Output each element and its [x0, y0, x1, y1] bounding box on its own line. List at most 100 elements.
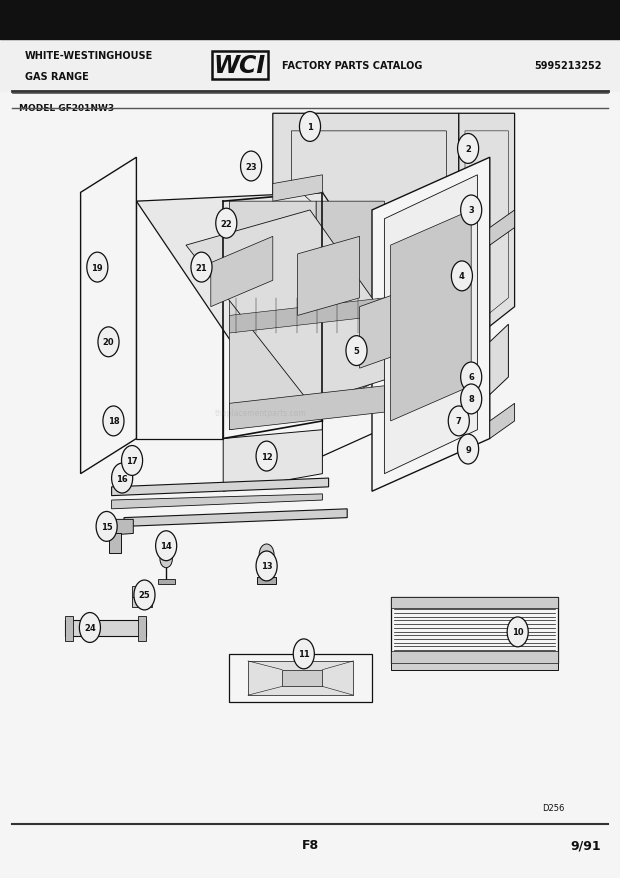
Text: GAS RANGE: GAS RANGE [25, 72, 89, 82]
Text: 18: 18 [108, 417, 119, 426]
Circle shape [241, 152, 262, 182]
Polygon shape [490, 325, 508, 395]
Polygon shape [112, 494, 322, 509]
Polygon shape [132, 587, 136, 597]
Text: 1: 1 [307, 123, 313, 132]
Polygon shape [136, 193, 459, 404]
Text: 21: 21 [196, 263, 207, 272]
Polygon shape [138, 616, 146, 641]
Circle shape [448, 407, 469, 436]
Text: 15: 15 [101, 522, 112, 531]
Text: 24: 24 [84, 623, 95, 632]
Polygon shape [391, 651, 558, 663]
Polygon shape [124, 509, 347, 527]
Text: 20: 20 [103, 338, 114, 347]
Circle shape [451, 262, 472, 291]
Polygon shape [282, 670, 322, 687]
Polygon shape [391, 661, 558, 670]
Polygon shape [148, 587, 152, 597]
Circle shape [461, 196, 482, 226]
Text: 25: 25 [139, 591, 150, 600]
Circle shape [461, 363, 482, 392]
Polygon shape [273, 176, 322, 202]
Polygon shape [490, 404, 515, 439]
Circle shape [160, 551, 172, 568]
Polygon shape [360, 290, 409, 369]
Polygon shape [158, 579, 175, 584]
Text: 6: 6 [468, 373, 474, 382]
Circle shape [259, 544, 274, 565]
Circle shape [293, 639, 314, 669]
Polygon shape [229, 654, 372, 702]
Circle shape [458, 435, 479, 464]
Text: F8: F8 [301, 838, 319, 851]
Polygon shape [65, 621, 146, 637]
Polygon shape [257, 578, 276, 584]
Bar [0, 0, 620, 40]
Circle shape [256, 551, 277, 581]
Circle shape [98, 327, 119, 357]
Polygon shape [391, 597, 558, 608]
Text: theplacementparts.com: theplacementparts.com [215, 408, 306, 417]
Text: 3: 3 [468, 206, 474, 215]
Polygon shape [459, 114, 515, 351]
Circle shape [461, 385, 482, 414]
Polygon shape [136, 202, 223, 439]
Text: 17: 17 [126, 457, 138, 465]
Circle shape [216, 209, 237, 239]
Text: 9/91: 9/91 [571, 838, 601, 851]
Circle shape [191, 253, 212, 283]
Circle shape [79, 613, 100, 643]
Text: 23: 23 [246, 162, 257, 171]
Polygon shape [186, 211, 422, 404]
Circle shape [103, 407, 124, 436]
Polygon shape [112, 479, 329, 496]
Polygon shape [223, 430, 322, 492]
Text: 13: 13 [261, 562, 272, 571]
Circle shape [112, 464, 133, 493]
Text: 22: 22 [221, 220, 232, 228]
Polygon shape [322, 132, 459, 457]
Text: 8: 8 [468, 395, 474, 404]
Text: 19: 19 [92, 263, 103, 272]
Polygon shape [211, 237, 273, 307]
Polygon shape [372, 158, 490, 492]
Bar [0, 40, 620, 92]
Polygon shape [229, 202, 316, 430]
Text: D256: D256 [542, 803, 564, 812]
Polygon shape [229, 299, 384, 334]
Text: 9: 9 [465, 445, 471, 454]
Polygon shape [298, 237, 360, 316]
Text: 14: 14 [161, 542, 172, 551]
Text: MODEL GF201NW3: MODEL GF201NW3 [19, 104, 113, 112]
Polygon shape [132, 597, 152, 608]
Text: WHITE-WESTINGHOUSE: WHITE-WESTINGHOUSE [25, 51, 153, 61]
Polygon shape [490, 211, 515, 246]
Circle shape [87, 253, 108, 283]
Polygon shape [229, 386, 384, 430]
Circle shape [256, 442, 277, 471]
Text: 11: 11 [298, 650, 309, 658]
Text: WCI: WCI [214, 54, 266, 78]
Circle shape [507, 617, 528, 647]
Polygon shape [273, 114, 459, 351]
Polygon shape [108, 520, 133, 536]
Circle shape [458, 134, 479, 164]
Polygon shape [65, 616, 73, 641]
Polygon shape [248, 661, 353, 695]
Text: 5995213252: 5995213252 [534, 61, 601, 71]
Text: FACTORY PARTS CATALOG: FACTORY PARTS CATALOG [282, 61, 422, 71]
Text: 4: 4 [459, 272, 465, 281]
Polygon shape [391, 597, 558, 663]
Circle shape [299, 112, 321, 142]
Text: 5: 5 [353, 347, 360, 356]
Text: 7: 7 [456, 417, 462, 426]
Text: 16: 16 [117, 474, 128, 483]
Polygon shape [391, 211, 471, 421]
Circle shape [134, 580, 155, 610]
Text: 2: 2 [465, 145, 471, 154]
Circle shape [346, 336, 367, 366]
Circle shape [96, 512, 117, 542]
Polygon shape [384, 176, 477, 474]
Text: 10: 10 [512, 628, 523, 637]
